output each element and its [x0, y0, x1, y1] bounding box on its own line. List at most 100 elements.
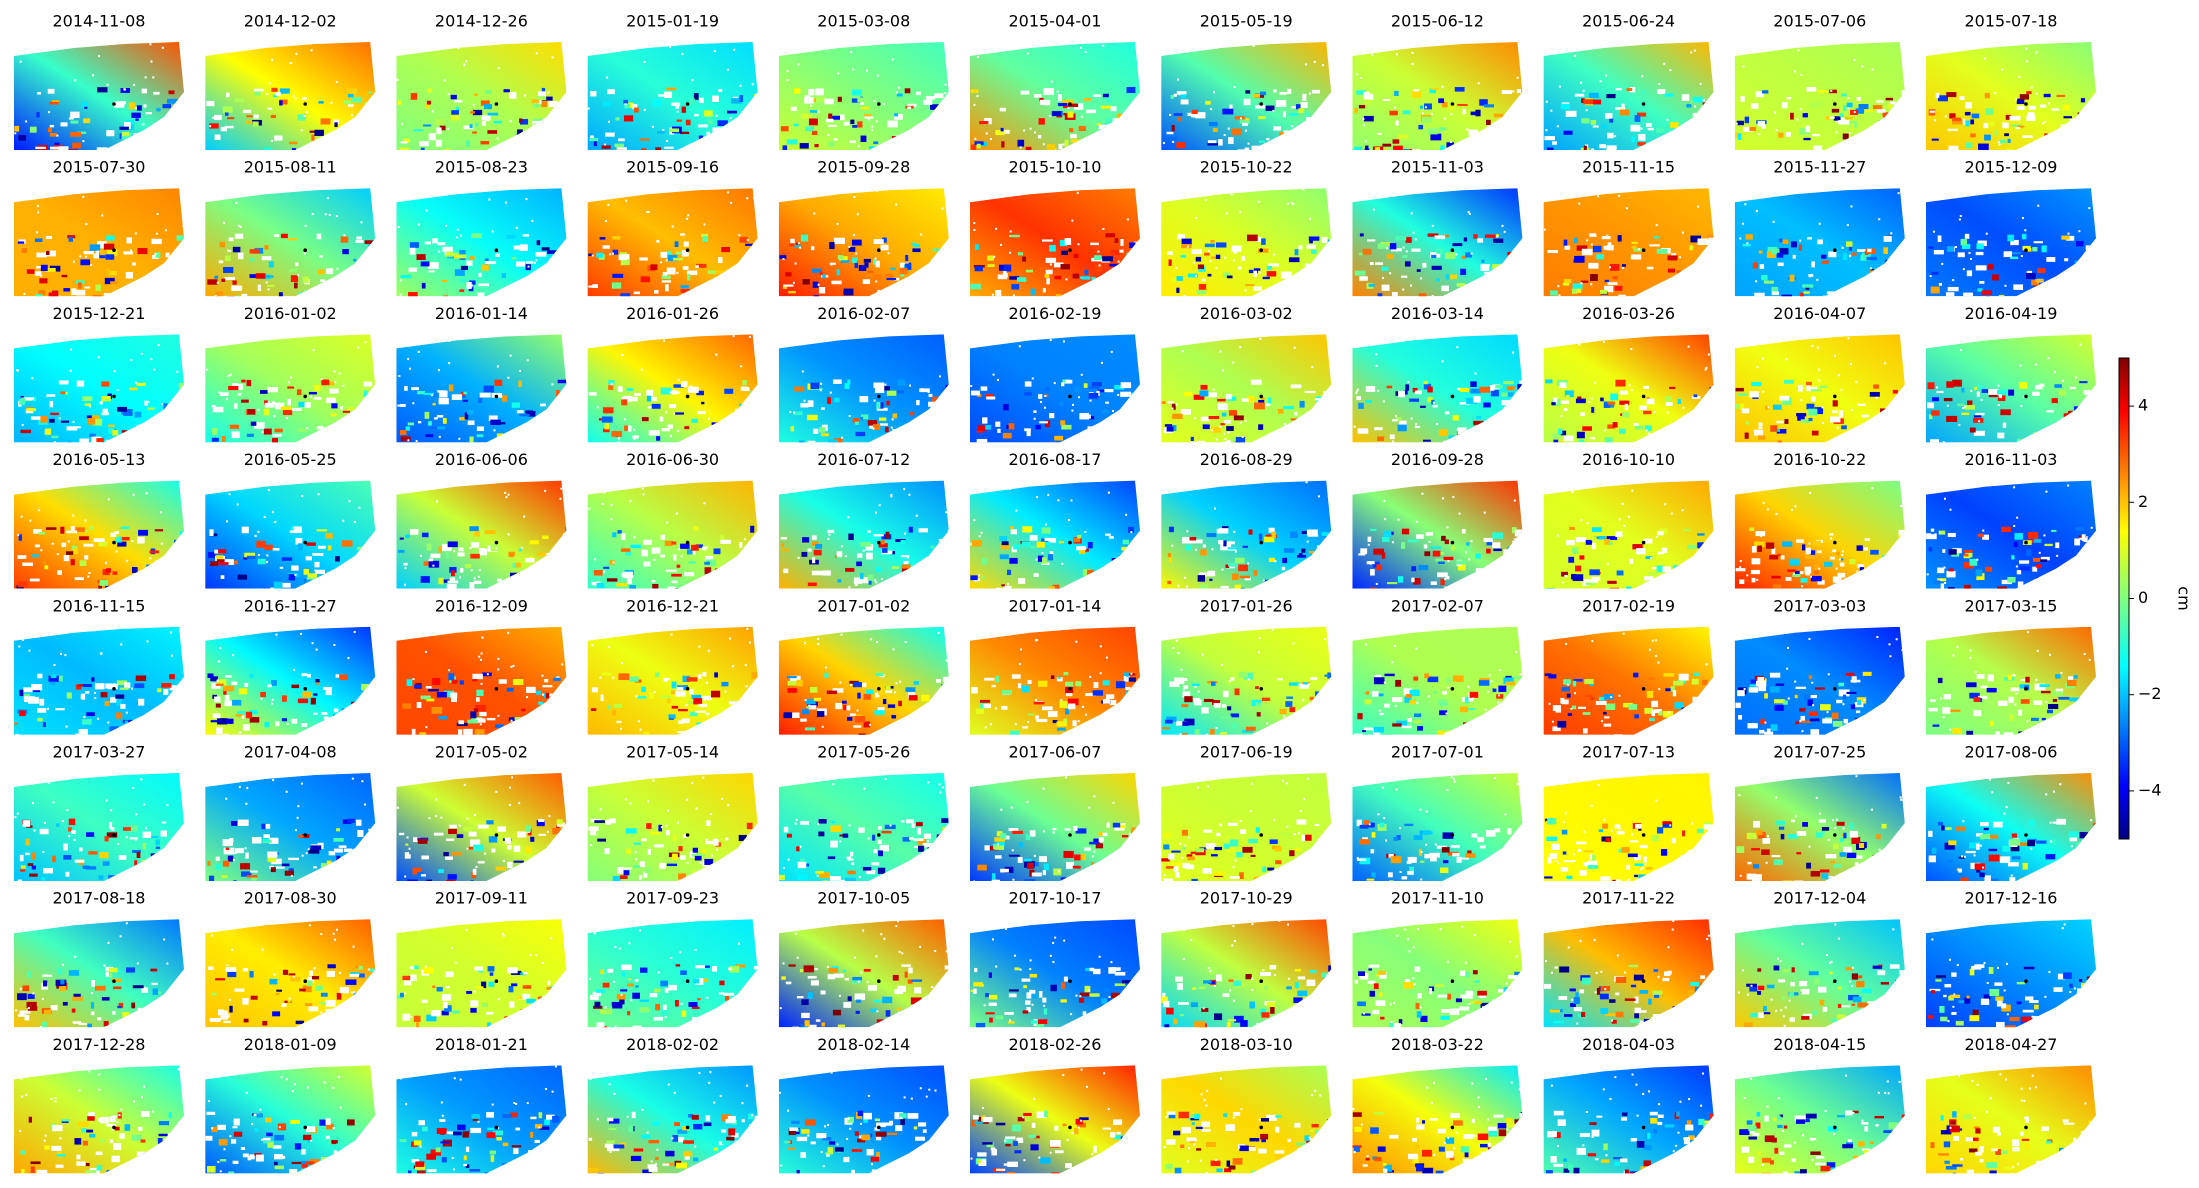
map-texture: [1816, 550, 1822, 554]
map-texture: [176, 370, 179, 373]
map-texture: [1312, 407, 1322, 413]
map-texture: [945, 659, 948, 662]
map-panel: [205, 626, 376, 735]
map-texture: [1850, 408, 1853, 411]
map-texture: [1096, 123, 1101, 126]
map-texture: [432, 238, 438, 244]
map-texture: [1217, 398, 1226, 402]
map-texture: [890, 494, 893, 497]
map-texture: [273, 581, 283, 589]
map-texture: [1309, 217, 1312, 220]
map-texture: [2044, 543, 2053, 547]
map-texture: [1971, 113, 1980, 119]
map-texture: [1846, 224, 1849, 227]
map-texture: [1864, 293, 1871, 297]
map-texture: [1297, 270, 1304, 276]
map-texture: [1769, 555, 1779, 560]
map-texture: [886, 400, 890, 406]
map-texture: [1897, 192, 1900, 195]
panel-title: 2017-01-02: [817, 596, 910, 615]
map-texture: [1125, 563, 1135, 571]
map-texture: [1712, 383, 1714, 388]
map-texture: [1630, 254, 1642, 260]
map-texture: [848, 415, 851, 418]
map-texture: [916, 400, 920, 406]
map-texture: [297, 441, 308, 443]
map-texture: [938, 428, 945, 431]
map-texture: [1485, 119, 1491, 126]
map-texture: [852, 682, 862, 688]
map-texture: [1612, 422, 1618, 428]
map-texture: [239, 225, 242, 228]
map-texture: [67, 540, 70, 543]
map-texture: [2015, 127, 2021, 130]
map-texture: [1385, 149, 1394, 150]
reference-point: [1833, 540, 1837, 545]
map-texture: [1078, 147, 1084, 150]
map-texture: [372, 712, 376, 718]
map-texture: [854, 261, 858, 269]
map-texture: [639, 138, 650, 141]
map-texture: [1098, 124, 1109, 130]
map-texture: [559, 497, 562, 500]
map-texture: [1929, 414, 1933, 420]
map-texture: [1171, 125, 1175, 132]
map-texture: [633, 536, 636, 539]
panel-title: 2015-10-10: [1009, 158, 1102, 177]
map-texture: [144, 425, 150, 430]
map-texture: [675, 691, 686, 697]
map-texture: [604, 423, 609, 430]
map-texture: [536, 575, 541, 581]
map-texture: [457, 442, 460, 443]
map-texture: [358, 506, 361, 509]
map-texture: [72, 142, 81, 149]
map-texture: [1645, 429, 1648, 432]
map-texture: [983, 402, 987, 410]
map-texture: [664, 540, 673, 546]
map-texture: [908, 526, 913, 533]
map-texture: [880, 578, 883, 581]
map-texture: [123, 88, 126, 91]
map-texture: [715, 114, 718, 117]
map-texture: [1290, 106, 1297, 109]
map-texture: [680, 555, 683, 558]
map-texture: [261, 431, 264, 434]
map-texture: [75, 733, 84, 735]
map-texture: [1301, 531, 1312, 534]
map-texture: [2016, 125, 2025, 128]
map-texture: [447, 93, 450, 96]
map-texture: [1402, 288, 1405, 291]
map-texture: [1737, 393, 1748, 396]
map-texture: [274, 521, 277, 524]
map-texture: [743, 415, 749, 421]
map-texture: [533, 430, 543, 437]
map-texture: [1807, 237, 1812, 240]
map-texture: [229, 424, 239, 429]
map-texture: [1430, 112, 1433, 115]
map-texture: [264, 402, 275, 408]
reference-point: [494, 102, 499, 106]
map-texture: [1878, 120, 1889, 127]
map-texture: [14, 125, 20, 132]
map-texture: [1057, 499, 1060, 502]
map-texture: [746, 627, 749, 630]
map-texture: [551, 734, 556, 735]
map-texture: [210, 50, 213, 53]
map-texture: [593, 141, 597, 147]
map-panel: [396, 480, 567, 589]
map-texture: [2022, 245, 2031, 251]
panel-title: 2014-12-26: [435, 12, 528, 31]
map-texture: [1124, 721, 1133, 728]
map-texture: [447, 580, 459, 584]
map-texture: [1745, 234, 1753, 240]
map-texture: [428, 421, 432, 426]
map-texture: [1110, 731, 1114, 735]
map-texture: [363, 405, 368, 411]
map-texture: [1367, 543, 1370, 546]
map-texture: [1258, 271, 1261, 274]
map-texture: [701, 233, 708, 238]
map-texture: [1021, 685, 1030, 693]
map-texture: [1574, 288, 1582, 293]
reference-point: [1068, 540, 1072, 545]
map-texture: [231, 431, 240, 439]
